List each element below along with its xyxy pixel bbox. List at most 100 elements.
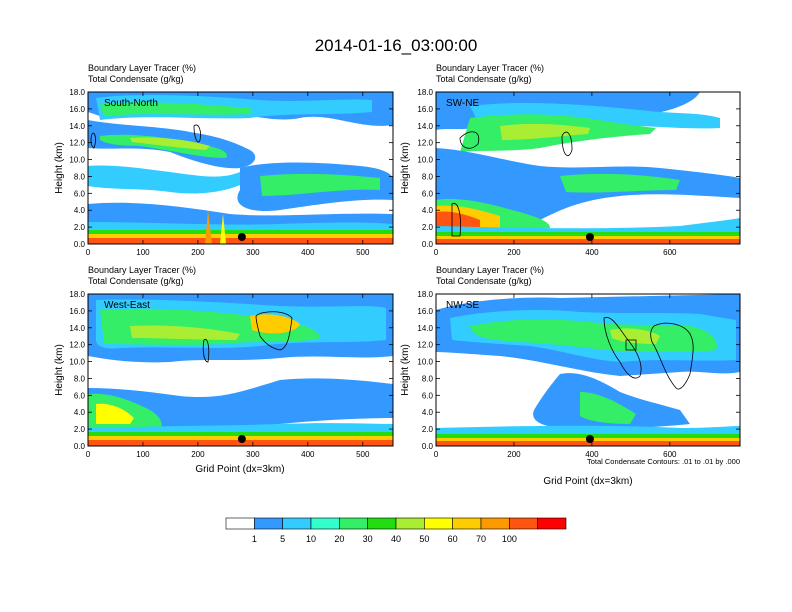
y-tick-label: 0.0 bbox=[74, 442, 86, 451]
red-boundary-layer bbox=[88, 238, 393, 244]
y-tick-label: 18.0 bbox=[69, 88, 85, 97]
colorbar-label: 1 bbox=[252, 534, 257, 544]
condensate-contour bbox=[255, 311, 293, 351]
x-tick-label: 0 bbox=[86, 450, 91, 459]
condensate-contour bbox=[193, 124, 201, 143]
condensate-contour bbox=[451, 202, 461, 237]
x-axis: 0 100 200 300 400 500 bbox=[86, 294, 370, 459]
y-tick-label: 14.0 bbox=[69, 324, 85, 333]
y-axis-label: Height (km) bbox=[54, 344, 65, 396]
y-axis: 0.0 2.0 4.0 6.0 8.0 10.0 12.0 14.0 16.0 18.0 bbox=[417, 88, 740, 249]
panel-title-line1: Boundary Layer Tracer (%) bbox=[88, 63, 196, 73]
condensate-contour bbox=[603, 316, 642, 379]
colorbar-swatch bbox=[509, 517, 538, 530]
condensate-contour bbox=[625, 339, 637, 351]
y-tick-label: 12.0 bbox=[69, 341, 85, 350]
colorbar-swatch bbox=[282, 517, 312, 530]
y-tick-label: 6.0 bbox=[422, 391, 434, 400]
y-tick-label: 0.0 bbox=[422, 442, 434, 451]
colorbar-swatch bbox=[310, 517, 340, 530]
x-tick-label: 200 bbox=[191, 248, 205, 257]
y-tick-label: 8.0 bbox=[74, 172, 86, 181]
colorbar-label: 70 bbox=[476, 534, 486, 544]
orange-plume-1 bbox=[205, 210, 212, 244]
panel-label: West-East bbox=[104, 300, 150, 311]
y-tick-label: 18.0 bbox=[69, 290, 85, 299]
y-tick-label: 6.0 bbox=[74, 189, 86, 198]
colorbar-swatch bbox=[395, 517, 425, 530]
green-upper-core bbox=[100, 102, 252, 116]
colorbar-label: 5 bbox=[280, 534, 285, 544]
y-tick-label: 10.0 bbox=[69, 358, 85, 367]
plot-frame bbox=[87, 293, 394, 447]
plot-frame bbox=[87, 91, 394, 245]
colorbar-swatch bbox=[537, 517, 567, 530]
plot-frame bbox=[435, 293, 741, 447]
colorbar: 1 5 10 20 30 40 50 60 70 100 bbox=[225, 517, 567, 544]
x-tick-label: 500 bbox=[356, 248, 370, 257]
yellow-plume-2 bbox=[220, 214, 226, 244]
colorbar-swatch bbox=[480, 517, 510, 530]
x-tick-label: 100 bbox=[136, 248, 150, 257]
y-tick-label: 8.0 bbox=[74, 374, 86, 383]
condensate-contour bbox=[90, 132, 96, 149]
red-boundary-layer bbox=[88, 440, 393, 446]
yellow-upper-cell bbox=[250, 314, 300, 334]
x-tick-label: 600 bbox=[663, 450, 677, 459]
y-tick-label: 2.0 bbox=[422, 425, 434, 434]
colorbar-label: 20 bbox=[334, 534, 344, 544]
y-tick-label: 10.0 bbox=[417, 156, 433, 165]
figure-title: 2014-01-16_03:00:00 bbox=[315, 36, 478, 55]
yellowgreen-mid-core bbox=[130, 137, 210, 150]
panel-title-line2: Total Condensate (g/kg) bbox=[436, 276, 532, 286]
heatmap-field bbox=[88, 92, 393, 244]
location-marker bbox=[585, 435, 594, 443]
yellowgreen-core bbox=[500, 123, 590, 140]
y-tick-label: 12.0 bbox=[417, 341, 433, 350]
yellow-left-lobe bbox=[96, 403, 134, 424]
y-axis: 0.0 2.0 4.0 6.0 8.0 10.0 12.0 14.0 16.0 18.0 bbox=[417, 290, 740, 451]
colorbar-label: 50 bbox=[419, 534, 429, 544]
y-tick-label: 10.0 bbox=[417, 358, 433, 367]
panel-label: SW-NE bbox=[446, 98, 479, 109]
y-tick-label: 18.0 bbox=[417, 88, 433, 97]
location-marker bbox=[585, 233, 594, 241]
y-tick-label: 10.0 bbox=[69, 156, 85, 165]
colorbar-swatch bbox=[254, 517, 283, 530]
panel-title-line1: Boundary Layer Tracer (%) bbox=[88, 265, 196, 275]
x-tick-label: 200 bbox=[191, 450, 205, 459]
y-tick-label: 18.0 bbox=[417, 290, 433, 299]
green-lower-band bbox=[580, 392, 636, 424]
condensate-contour bbox=[561, 131, 573, 156]
blue-lower-band bbox=[88, 378, 393, 431]
y-tick-label: 0.0 bbox=[422, 240, 434, 249]
location-marker bbox=[237, 233, 246, 241]
yellowgreen-core bbox=[130, 325, 240, 340]
colorbar-swatch bbox=[225, 517, 255, 530]
x-tick-label: 100 bbox=[136, 450, 150, 459]
y-tick-label: 8.0 bbox=[422, 374, 434, 383]
colorbar-swatch bbox=[367, 517, 397, 530]
colorbar-swatch bbox=[424, 517, 453, 530]
heatmap-field bbox=[436, 294, 740, 446]
condensate-contour bbox=[650, 322, 694, 390]
y-tick-label: 0.0 bbox=[74, 240, 86, 249]
red-boundary-layer bbox=[436, 239, 740, 244]
panel-label: South-North bbox=[104, 98, 158, 109]
y-tick-label: 4.0 bbox=[422, 408, 434, 417]
y-tick-label: 12.0 bbox=[69, 139, 85, 148]
y-tick-label: 4.0 bbox=[74, 408, 86, 417]
y-tick-label: 4.0 bbox=[422, 206, 434, 215]
y-tick-label: 2.0 bbox=[422, 223, 434, 232]
y-tick-label: 16.0 bbox=[417, 105, 433, 114]
panel-title-line1: Boundary Layer Tracer (%) bbox=[436, 63, 544, 73]
x-tick-label: 300 bbox=[246, 450, 260, 459]
x-axis-label: Grid Point (dx=3km) bbox=[543, 476, 632, 487]
x-tick-label: 400 bbox=[585, 248, 599, 257]
y-tick-label: 14.0 bbox=[417, 324, 433, 333]
y-tick-label: 16.0 bbox=[69, 105, 85, 114]
x-tick-label: 0 bbox=[86, 248, 91, 257]
colorbar-label: 40 bbox=[391, 534, 401, 544]
colorbar-swatch bbox=[452, 517, 482, 530]
panel-south-north: Boundary Layer Tracer (%) Total Condensa… bbox=[54, 63, 394, 257]
